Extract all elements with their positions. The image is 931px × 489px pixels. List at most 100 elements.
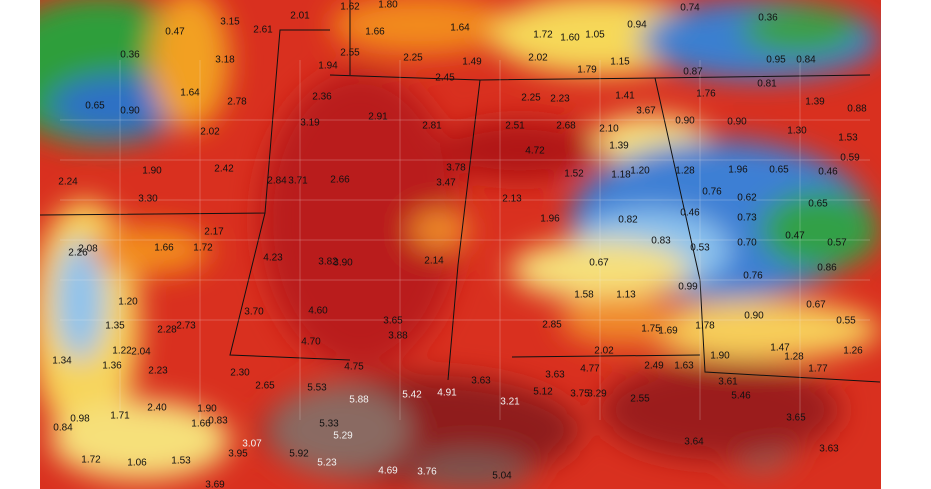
- rainfall-value: 1.72: [81, 455, 101, 466]
- rainfall-value: 0.46: [818, 167, 838, 178]
- rainfall-value: 5.29: [333, 431, 353, 442]
- rainfall-value: 1.72: [193, 243, 213, 254]
- rainfall-value: 0.46: [680, 208, 700, 219]
- rainfall-value: 2.36: [312, 92, 332, 103]
- rainfall-value: 1.64: [180, 88, 200, 99]
- rainfall-shading: [40, 0, 881, 489]
- rainfall-value: 3.64: [684, 437, 704, 448]
- rainfall-value: 2.45: [435, 73, 455, 84]
- rainfall-value: 1.63: [674, 361, 694, 372]
- rainfall-value: 0.62: [737, 193, 757, 204]
- rainfall-value: 1.62: [340, 2, 360, 13]
- rainfall-value: 2.02: [594, 346, 614, 357]
- rainfall-value: 0.65: [85, 101, 105, 112]
- rainfall-value: 1.26: [843, 346, 863, 357]
- rainfall-value: 2.55: [340, 48, 360, 59]
- rainfall-value: 1.53: [171, 456, 191, 467]
- rainfall-value: 2.26: [68, 248, 88, 259]
- rainfall-value: 3.75: [570, 389, 590, 400]
- rainfall-value: 0.47: [785, 231, 805, 242]
- rainfall-value: 3.71: [288, 176, 308, 187]
- state-borders: [40, 0, 881, 383]
- rainfall-value: 1.35: [105, 321, 125, 332]
- rainfall-value: 5.42: [402, 390, 422, 401]
- rainfall-value: 3.67: [636, 106, 656, 117]
- rainfall-value: 0.86: [817, 263, 837, 274]
- rainfall-value: 1.64: [450, 23, 470, 34]
- rainfall-value: 3.47: [436, 178, 456, 189]
- rainfall-value: 3.65: [786, 413, 806, 424]
- rainfall-value: 1.69: [658, 326, 678, 337]
- rainfall-value: 2.51: [505, 121, 525, 132]
- rainfall-value: 2.13: [502, 194, 522, 205]
- rainfall-value: 5.23: [317, 458, 337, 469]
- rainfall-value: 2.24: [58, 177, 78, 188]
- rainfall-value: 3.19: [300, 118, 320, 129]
- rainfall-value: 1.20: [118, 297, 138, 308]
- rainfall-value: 3.90: [333, 258, 353, 269]
- rainfall-value: 0.55: [836, 316, 856, 327]
- rainfall-value: 1.36: [102, 361, 122, 372]
- rainfall-value: 0.90: [744, 311, 764, 322]
- rainfall-value: 0.88: [847, 104, 867, 115]
- rainfall-value: 2.04: [131, 347, 151, 358]
- rainfall-value: 1.90: [197, 404, 217, 415]
- rainfall-value: 3.15: [220, 17, 240, 28]
- rainfall-value: 0.76: [702, 187, 722, 198]
- rainfall-value: 1.47: [770, 343, 790, 354]
- rainfall-labels: 3.15 2.01 1.62 1.80 2.61 0.47 0.36 3.18 1.66 1.64…: [52, 0, 867, 489]
- rainfall-value: 2.78: [227, 97, 247, 108]
- rainfall-value: 5.88: [349, 395, 369, 406]
- rainfall-value: 3.63: [819, 444, 839, 455]
- rainfall-value: 1.39: [805, 97, 825, 108]
- rainfall-value: 2.84: [267, 176, 287, 187]
- rainfall-value: 0.53: [690, 243, 710, 254]
- rainfall-value: 1.76: [696, 89, 716, 100]
- rainfall-value: 0.83: [208, 416, 228, 427]
- rainfall-value: 3.78: [446, 163, 466, 174]
- rainfall-value: 3.88: [388, 331, 408, 342]
- rainfall-value: 1.52: [564, 169, 584, 180]
- rainfall-value: 1.72: [533, 30, 553, 41]
- rainfall-value: 2.42: [214, 164, 234, 175]
- rainfall-value: 1.30: [787, 126, 807, 137]
- rainfall-value: 2.81: [422, 121, 442, 132]
- rainfall-value: 0.70: [737, 238, 757, 249]
- rainfall-value: 5.33: [319, 419, 339, 430]
- rainfall-value: 2.17: [204, 227, 224, 238]
- rainfall-value: 2.28: [157, 325, 177, 336]
- rainfall-value: 0.83: [651, 236, 671, 247]
- rainfall-value: 2.10: [599, 124, 619, 135]
- rainfall-value: 3.07: [242, 439, 262, 450]
- rainfall-value: 1.39: [609, 141, 629, 152]
- rainfall-value: 1.66: [154, 243, 174, 254]
- rainfall-value: 0.74: [680, 3, 700, 14]
- rainfall-value: 1.78: [695, 321, 715, 332]
- rainfall-value: 1.71: [110, 411, 130, 422]
- rainfall-value: 1.66: [365, 27, 385, 38]
- rainfall-value: 2.73: [176, 321, 196, 332]
- rainfall-value: 1.49: [462, 57, 482, 68]
- rainfall-value: 2.40: [147, 403, 167, 414]
- rainfall-value: 1.96: [540, 214, 560, 225]
- rainfall-value: 2.66: [330, 175, 350, 186]
- rainfall-value: 0.90: [675, 116, 695, 127]
- rainfall-value: 1.96: [728, 165, 748, 176]
- rainfall-value: 5.46: [731, 391, 751, 402]
- rainfall-value: 0.95: [766, 55, 786, 66]
- rainfall-value: 3.63: [471, 376, 491, 387]
- rainfall-value: 5.04: [492, 471, 512, 482]
- rainfall-value: 4.60: [308, 306, 328, 317]
- rainfall-value: 3.63: [545, 370, 565, 381]
- rainfall-value: 4.77: [580, 364, 600, 375]
- rainfall-value: 3.61: [718, 377, 738, 388]
- rainfall-value: 1.77: [808, 364, 828, 375]
- rainfall-value: 1.94: [318, 61, 338, 72]
- rainfall-value: 1.18: [611, 170, 631, 181]
- rainfall-value: 1.15: [610, 57, 630, 68]
- rainfall-value: 2.65: [255, 381, 275, 392]
- rainfall-value: 1.34: [52, 356, 72, 367]
- rainfall-value: 2.23: [550, 94, 570, 105]
- rainfall-value: 1.20: [630, 166, 650, 177]
- rainfall-value: 5.53: [307, 383, 327, 394]
